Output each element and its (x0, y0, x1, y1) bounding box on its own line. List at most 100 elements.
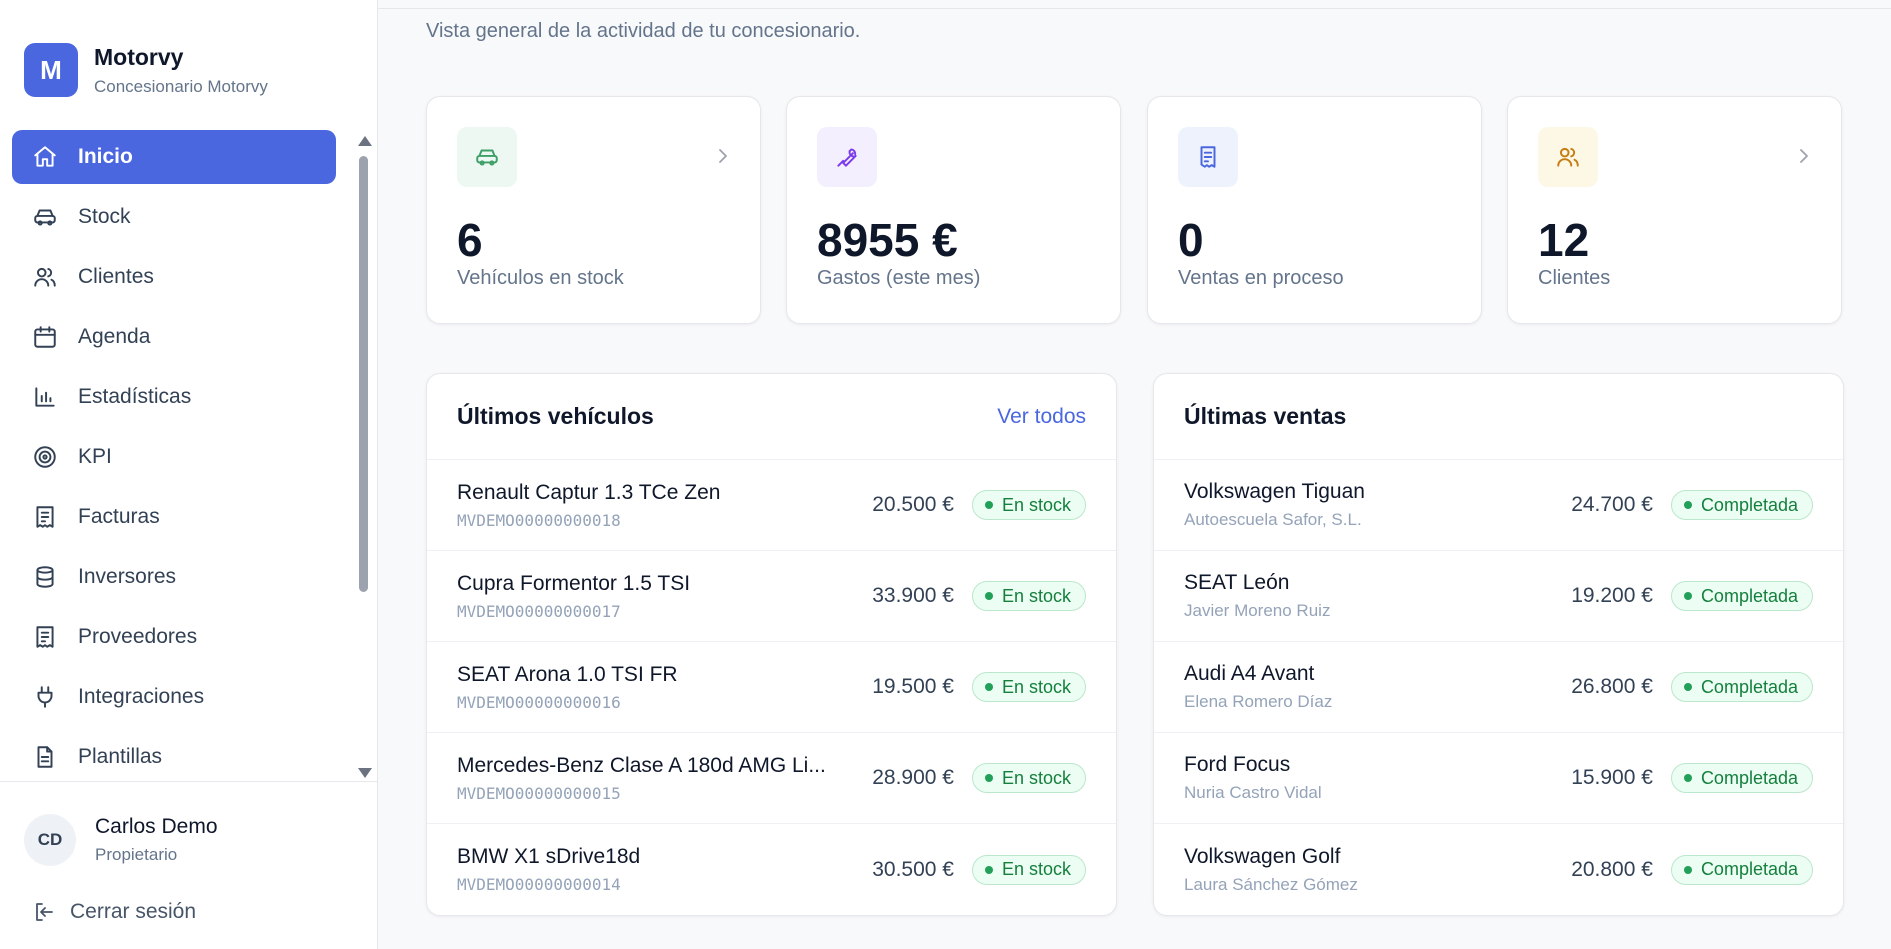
sidebar-item-estadisticas[interactable]: Estadísticas (12, 370, 336, 424)
vehicle-ref: MVDEMO00000000018 (457, 510, 621, 530)
sidebar-item-label: Inversores (78, 565, 177, 588)
sidebar-item-label: KPI (78, 445, 112, 468)
users-icon (1538, 127, 1598, 187)
vehicle-price: 20.500 € (872, 493, 954, 516)
status-badge: En stock (971, 581, 1086, 611)
status-label: Completada (1700, 676, 1798, 697)
receipt-icon (36, 506, 54, 528)
sidebar-item-plantillas[interactable]: Plantillas (12, 730, 336, 780)
sidebar-item-stock[interactable]: Stock (12, 190, 336, 244)
database-icon (36, 566, 54, 588)
vehicle-price: 30.500 € (872, 857, 954, 881)
avatar: CD (24, 814, 76, 866)
stat-card-clientes[interactable]: 12 Clientes (1507, 96, 1842, 324)
status-badge: En stock (971, 854, 1086, 885)
scrollbar-thumb[interactable] (359, 156, 368, 592)
stat-card-ventas[interactable]: 0 Ventas en proceso (1147, 96, 1482, 324)
car-icon (457, 127, 517, 187)
brand-logo: M (24, 43, 78, 97)
sale-row[interactable]: Audi A4 Avant Elena Romero Díaz 26.800 € … (1154, 642, 1843, 733)
stat-card-vehiculos[interactable]: 6 Vehículos en stock (426, 96, 761, 324)
sidebar-item-label: Stock (78, 205, 131, 228)
sale-row[interactable]: Volkswagen Golf Laura Sánchez Gómez 20.80… (1154, 824, 1843, 915)
vehicle-row[interactable]: Mercedes-Benz Clase A 180d AMG Li... MVDE… (427, 733, 1116, 824)
status-dot-icon (984, 774, 993, 782)
logout-button[interactable]: Cerrar sesión (32, 900, 196, 924)
vehicle-price: 19.500 € (872, 675, 954, 698)
status-dot-icon (984, 501, 993, 509)
status-dot-icon (1683, 865, 1692, 874)
status-dot-icon (984, 683, 993, 691)
stat-label: Ventas en proceso (1178, 267, 1344, 289)
vehicle-row[interactable]: SEAT Arona 1.0 TSI FR MVDEMO00000000016 1… (427, 642, 1116, 733)
sidebar-item-kpi[interactable]: KPI (12, 430, 336, 484)
sale-client: Laura Sánchez Gómez (1184, 874, 1358, 894)
sidebar-scrollbar[interactable] (356, 134, 372, 780)
vehicle-row[interactable]: Renault Captur 1.3 TCe Zen MVDEMO00000000… (427, 460, 1116, 551)
latest-sales-panel: Últimas ventas Volkswagen Tiguan Autoescu… (1153, 373, 1844, 916)
brand[interactable]: M Motorvy Concesionario Motorvy (24, 43, 268, 97)
sidebar-footer: CD Carlos Demo Propietario Cerrar sesión (0, 781, 378, 949)
vehicle-name: BMW X1 sDrive18d (457, 845, 641, 868)
status-badge: En stock (971, 763, 1086, 793)
vehicle-row[interactable]: Cupra Formentor 1.5 TSI MVDEMO00000000017… (427, 551, 1116, 642)
status-dot-icon (984, 592, 993, 600)
file-icon (37, 746, 53, 768)
sidebar-item-integraciones[interactable]: Integraciones (12, 670, 336, 724)
sidebar-item-inversores[interactable]: Inversores (12, 550, 336, 604)
scroll-up-arrow-icon[interactable] (358, 136, 372, 146)
sale-client: Elena Romero Díaz (1184, 692, 1333, 711)
sale-price: 15.900 € (1571, 766, 1653, 789)
status-badge: Completada (1670, 490, 1813, 520)
status-badge: En stock (971, 672, 1086, 702)
logout-label: Cerrar sesión (70, 900, 197, 923)
users-icon (34, 267, 56, 287)
plug-icon (37, 686, 53, 708)
receipt-icon (1178, 127, 1238, 187)
chevron-right-icon[interactable] (1797, 145, 1811, 167)
stat-value: 12 (1538, 214, 1590, 266)
status-label: Completada (1700, 494, 1798, 515)
sale-row[interactable]: SEAT León Javier Moreno Ruiz 19.200 € Com… (1154, 551, 1843, 642)
view-all-link[interactable]: Ver todos (997, 404, 1086, 428)
sidebar-item-inicio[interactable]: Inicio (12, 130, 336, 184)
sale-row[interactable]: Ford Focus Nuria Castro Vidal 15.900 € Co… (1154, 733, 1843, 824)
calendar-icon (34, 326, 56, 348)
sidebar-item-label: Plantillas (78, 745, 163, 768)
vehicle-name: SEAT Arona 1.0 TSI FR (457, 662, 678, 686)
sidebar-item-agenda[interactable]: Agenda (12, 310, 336, 364)
vehicle-ref: MVDEMO00000000017 (457, 601, 621, 621)
logout-icon (36, 903, 53, 921)
user-name: Carlos Demo (95, 815, 218, 838)
target-icon (34, 446, 56, 468)
status-dot-icon (1683, 592, 1692, 600)
sidebar-item-label: Integraciones (78, 685, 205, 708)
status-dot-icon (1683, 501, 1692, 509)
status-badge: Completada (1670, 763, 1813, 793)
sale-row[interactable]: Volkswagen Tiguan Autoescuela Safor, S.L.… (1154, 460, 1843, 551)
status-dot-icon (1683, 774, 1692, 782)
vehicle-row[interactable]: BMW X1 sDrive18d MVDEMO00000000014 30.500… (427, 824, 1116, 915)
latest-vehicles-panel: Últimos vehículos Ver todos Renault Capt… (426, 373, 1117, 916)
status-dot-icon (1683, 683, 1692, 691)
sidebar-item-label: Agenda (78, 325, 151, 348)
sale-client: Javier Moreno Ruiz (1184, 601, 1331, 620)
stat-card-gastos[interactable]: 8955 € Gastos (este mes) (786, 96, 1121, 324)
scroll-down-arrow-icon[interactable] (358, 768, 372, 778)
status-badge: En stock (971, 490, 1086, 520)
sale-vehicle: SEAT León (1184, 571, 1290, 594)
page-subtitle: Vista general de la actividad de tu conc… (426, 20, 861, 42)
sidebar-item-label: Proveedores (78, 625, 198, 648)
sidebar-item-facturas[interactable]: Facturas (12, 490, 336, 544)
stat-value: 6 (457, 214, 483, 266)
stat-label: Vehículos en stock (457, 267, 624, 289)
vehicle-name: Renault Captur 1.3 TCe Zen (457, 480, 721, 504)
sale-vehicle: Ford Focus (1184, 753, 1291, 776)
chevron-right-icon[interactable] (716, 145, 730, 167)
sidebar-item-proveedores[interactable]: Proveedores (12, 610, 336, 664)
sale-price: 26.800 € (1571, 675, 1653, 698)
vehicle-name: Mercedes-Benz Clase A 180d AMG Li... (457, 753, 826, 777)
bar-chart-icon (35, 387, 55, 407)
user-profile[interactable]: CD Carlos Demo Propietario (24, 814, 218, 866)
sidebar-item-clientes[interactable]: Clientes (12, 250, 336, 304)
